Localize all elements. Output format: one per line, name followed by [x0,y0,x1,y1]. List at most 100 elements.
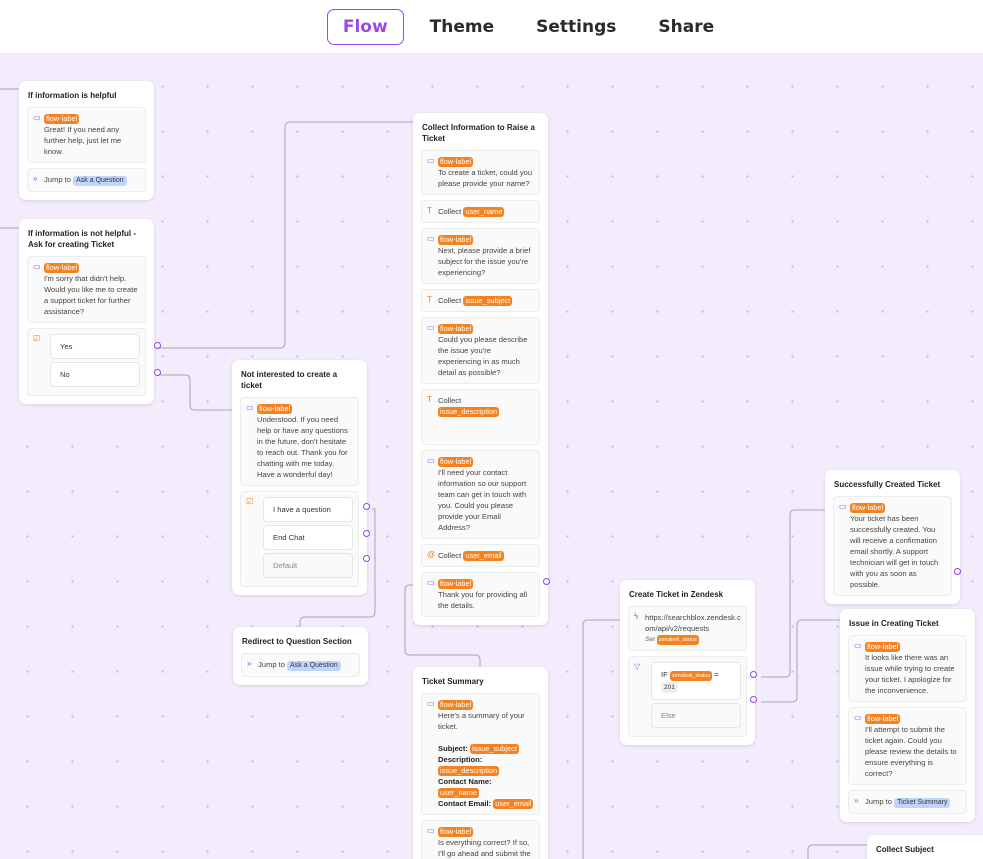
message-text: Great! If you need any further help, jus… [44,125,122,156]
text-icon: T [427,206,432,215]
message-block[interactable]: ▭ flow-label Next, please provide a brief … [421,228,540,284]
edge [807,844,867,859]
edges-layer [0,88,867,859]
summary-key: Contact Name: [438,777,492,786]
message-icon: ▭ [427,234,435,243]
message-block[interactable]: ▭ flow-label To create a ticket, could you… [421,150,540,195]
output-port[interactable] [154,342,161,349]
choice-default[interactable]: Default [263,553,353,578]
flow-label-badge: flow-label [438,324,474,334]
collect-block[interactable]: T Collect issue_subject [421,289,540,312]
flow-canvas[interactable]: If information is helpful ▭ flow-label Grea… [0,54,983,859]
flow-node[interactable]: If information is not helpful - Ask for … [19,219,154,404]
choice-option[interactable]: Yes [50,334,140,359]
variable-badge: zendesk_status [656,635,699,645]
filter-icon: ▽ [634,662,641,671]
flow-node[interactable]: Successfully Created Ticket ▭ flow-label Yo… [825,470,960,604]
tab-settings[interactable]: Settings [536,16,617,37]
output-port[interactable] [363,555,370,562]
flow-node[interactable]: Redirect to Question Section » Jump to Ask… [233,627,368,685]
jump-label: Jump to [44,175,72,184]
output-port[interactable] [750,671,757,678]
choice-option[interactable]: I have a question [263,497,353,522]
variable-badge: issue_description [438,766,500,776]
collect-label: Collect [438,296,462,305]
edge [761,619,840,703]
flow-node[interactable]: Not interested to create a ticket ▭ flow-l… [232,360,367,595]
jump-block[interactable]: » Jump to Ask a Question [27,168,146,192]
message-text: Understood. If you need help or have any… [257,415,348,479]
jump-label: Jump to [865,797,893,806]
flow-label-badge: flow-label [44,114,80,124]
condition-value: 201 [661,682,678,693]
tab-theme[interactable]: Theme [429,16,495,37]
jump-target[interactable]: Ticket Summary [894,798,951,808]
message-block[interactable]: ▭ flow-label It looks like there was an is… [848,635,967,702]
api-block[interactable]: ϟ https://searchblox.zendesk.com/api/v2/r… [628,606,747,651]
flow-node[interactable]: Issue in Creating Ticket ▭ flow-label It lo… [840,609,975,822]
message-block[interactable]: ▭ flow-label Thank you for providing all t… [421,572,540,617]
flow-node[interactable]: Collect Subject [867,835,983,859]
if-label: IF [661,670,668,679]
summary-block[interactable]: ▭ flow-label Here's a summary of your tick… [421,693,540,815]
message-block[interactable]: ▭ flow-label I'll attempt to submit the ti… [848,707,967,785]
choice-option[interactable]: End Chat [263,525,353,550]
collect-block[interactable]: T Collect user_name [421,200,540,223]
message-icon: ▭ [427,156,435,165]
message-block[interactable]: ▭ flow-label Great! If you need any furthe… [27,107,146,163]
output-port[interactable] [750,696,757,703]
message-text: I'll need your contact information so ou… [438,468,527,532]
text-icon: T [427,295,432,304]
choices-block[interactable]: ☑ I have a question End Chat Default [240,491,359,587]
jump-block[interactable]: » Jump to Ticket Summary [848,790,967,814]
flow-label-badge: flow-label [257,404,293,414]
choice-option[interactable]: No [50,362,140,387]
flow-label-badge: flow-label [438,157,474,167]
flow-node[interactable]: Create Ticket in Zendesk ϟ https://searchb… [620,580,755,745]
flow-node[interactable]: Collect Information to Raise a Ticket ▭ fl… [413,113,548,625]
collect-block[interactable]: T Collect issue_description [421,389,540,445]
flow-node[interactable]: If information is helpful ▭ flow-label Grea… [19,81,154,200]
collect-label: Collect [438,396,462,405]
api-url: https://searchblox.zendesk.com/api/v2/re… [645,613,741,633]
message-block[interactable]: ▭ flow-label I'm sorry that didn't help. W… [27,256,146,323]
variable-badge: user_name [463,207,505,217]
collect-label: Collect [438,551,462,560]
lightning-icon: ϟ [634,612,639,621]
jump-icon: » [33,174,38,183]
flow-node[interactable]: Ticket Summary ▭ flow-label Here's a summar… [413,667,548,859]
jump-icon: » [854,796,859,805]
text-icon: T [427,395,432,404]
tab-flow[interactable]: Flow [326,8,404,45]
edge [582,619,620,859]
flow-label-badge: flow-label [438,235,474,245]
message-text: Is everything correct? If so, I'll go ah… [438,838,531,858]
condition-block[interactable]: ▽ IF zendesk_status = 201 Else [628,656,747,737]
output-port[interactable] [543,578,550,585]
tab-share[interactable]: Share [658,16,715,37]
message-text: Could you please describe the issue you'… [438,335,528,377]
collect-block[interactable]: @ Collect user_email [421,544,540,567]
choices-block[interactable]: ☑ Yes No [27,328,146,396]
condition-if[interactable]: IF zendesk_status = 201 [651,662,741,700]
jump-block[interactable]: » Jump to Ask a Question [241,653,360,677]
jump-target[interactable]: Ask a Question [73,176,127,186]
node-title: If information is helpful [28,91,117,100]
edge [299,508,376,627]
jump-target[interactable]: Ask a Question [287,661,341,671]
message-block[interactable]: ▭ flow-label I'll need your contact inform… [421,450,540,539]
choice-icon: ☑ [246,497,254,506]
node-title: Collect Information to Raise a Ticket [422,123,535,143]
message-block[interactable]: ▭ flow-label Your ticket has been successf… [833,496,952,596]
condition-else[interactable]: Else [651,703,741,728]
node-title: If information is not helpful - Ask for … [28,229,136,249]
output-port[interactable] [363,503,370,510]
message-block[interactable]: ▭ flow-label Could you please describe the… [421,317,540,384]
message-text: Thank you for providing all the details. [438,590,528,610]
message-block[interactable]: ▭ flow-label Is everything correct? If so,… [421,820,540,859]
message-icon: ▭ [427,578,435,587]
output-port[interactable] [154,369,161,376]
message-block[interactable]: ▭ flow-label Understood. If you need help … [240,397,359,486]
output-port[interactable] [363,530,370,537]
output-port[interactable] [954,568,961,575]
